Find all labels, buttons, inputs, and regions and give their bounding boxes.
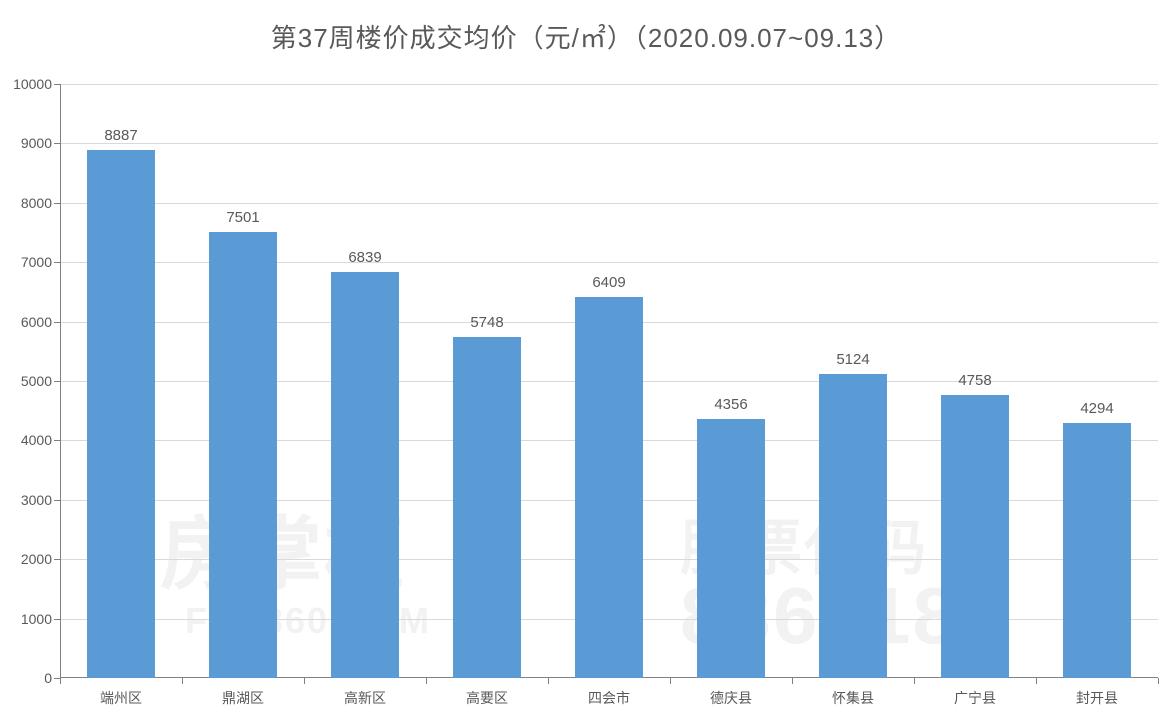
x-tick-label: 封开县 xyxy=(1076,678,1118,708)
x-tick-mark xyxy=(670,678,671,684)
x-tick-label: 四会市 xyxy=(588,678,630,708)
bar-value-label: 5124 xyxy=(836,351,869,368)
bar-value-label: 4294 xyxy=(1080,400,1113,417)
x-tick-mark xyxy=(1158,678,1159,684)
x-tick-mark xyxy=(1036,678,1037,684)
x-tick-label: 广宁县 xyxy=(954,678,996,708)
plot-area: 房掌柜FZG360.COM股票代码83691801000200030004000… xyxy=(60,84,1158,678)
gridline xyxy=(60,203,1158,204)
x-tick-label: 高要区 xyxy=(466,678,508,708)
bar xyxy=(697,419,765,678)
gridline xyxy=(60,143,1158,144)
y-axis-line xyxy=(60,84,61,678)
bar xyxy=(941,395,1009,678)
x-tick-mark xyxy=(548,678,549,684)
x-tick-label: 鼎湖区 xyxy=(222,678,264,708)
x-tick-mark xyxy=(60,678,61,684)
bar-value-label: 6839 xyxy=(348,249,381,266)
bar-value-label: 4758 xyxy=(958,372,991,389)
bar-value-label: 4356 xyxy=(714,396,747,413)
x-tick-mark xyxy=(182,678,183,684)
bar xyxy=(331,272,399,678)
x-tick-label: 怀集县 xyxy=(832,678,874,708)
bar xyxy=(453,337,521,678)
bar xyxy=(819,374,887,678)
y-tick-label: 10000 xyxy=(13,76,60,92)
gridline xyxy=(60,84,1158,85)
bar-value-label: 5748 xyxy=(470,314,503,331)
x-tick-label: 高新区 xyxy=(344,678,386,708)
x-tick-label: 德庆县 xyxy=(710,678,752,708)
x-tick-label: 端州区 xyxy=(100,678,142,708)
x-tick-mark xyxy=(304,678,305,684)
x-tick-mark xyxy=(914,678,915,684)
bar-value-label: 6409 xyxy=(592,274,625,291)
chart-container: 第37周楼价成交均价（元/㎡）（2020.09.07~09.13） 房掌柜FZG… xyxy=(0,0,1172,725)
bar xyxy=(87,150,155,678)
bar-value-label: 7501 xyxy=(226,209,259,226)
bar xyxy=(575,297,643,678)
bar xyxy=(1063,423,1131,678)
bar-value-label: 8887 xyxy=(104,127,137,144)
bar xyxy=(209,232,277,678)
x-tick-mark xyxy=(792,678,793,684)
x-tick-mark xyxy=(426,678,427,684)
chart-title: 第37周楼价成交均价（元/㎡）（2020.09.07~09.13） xyxy=(0,18,1172,55)
